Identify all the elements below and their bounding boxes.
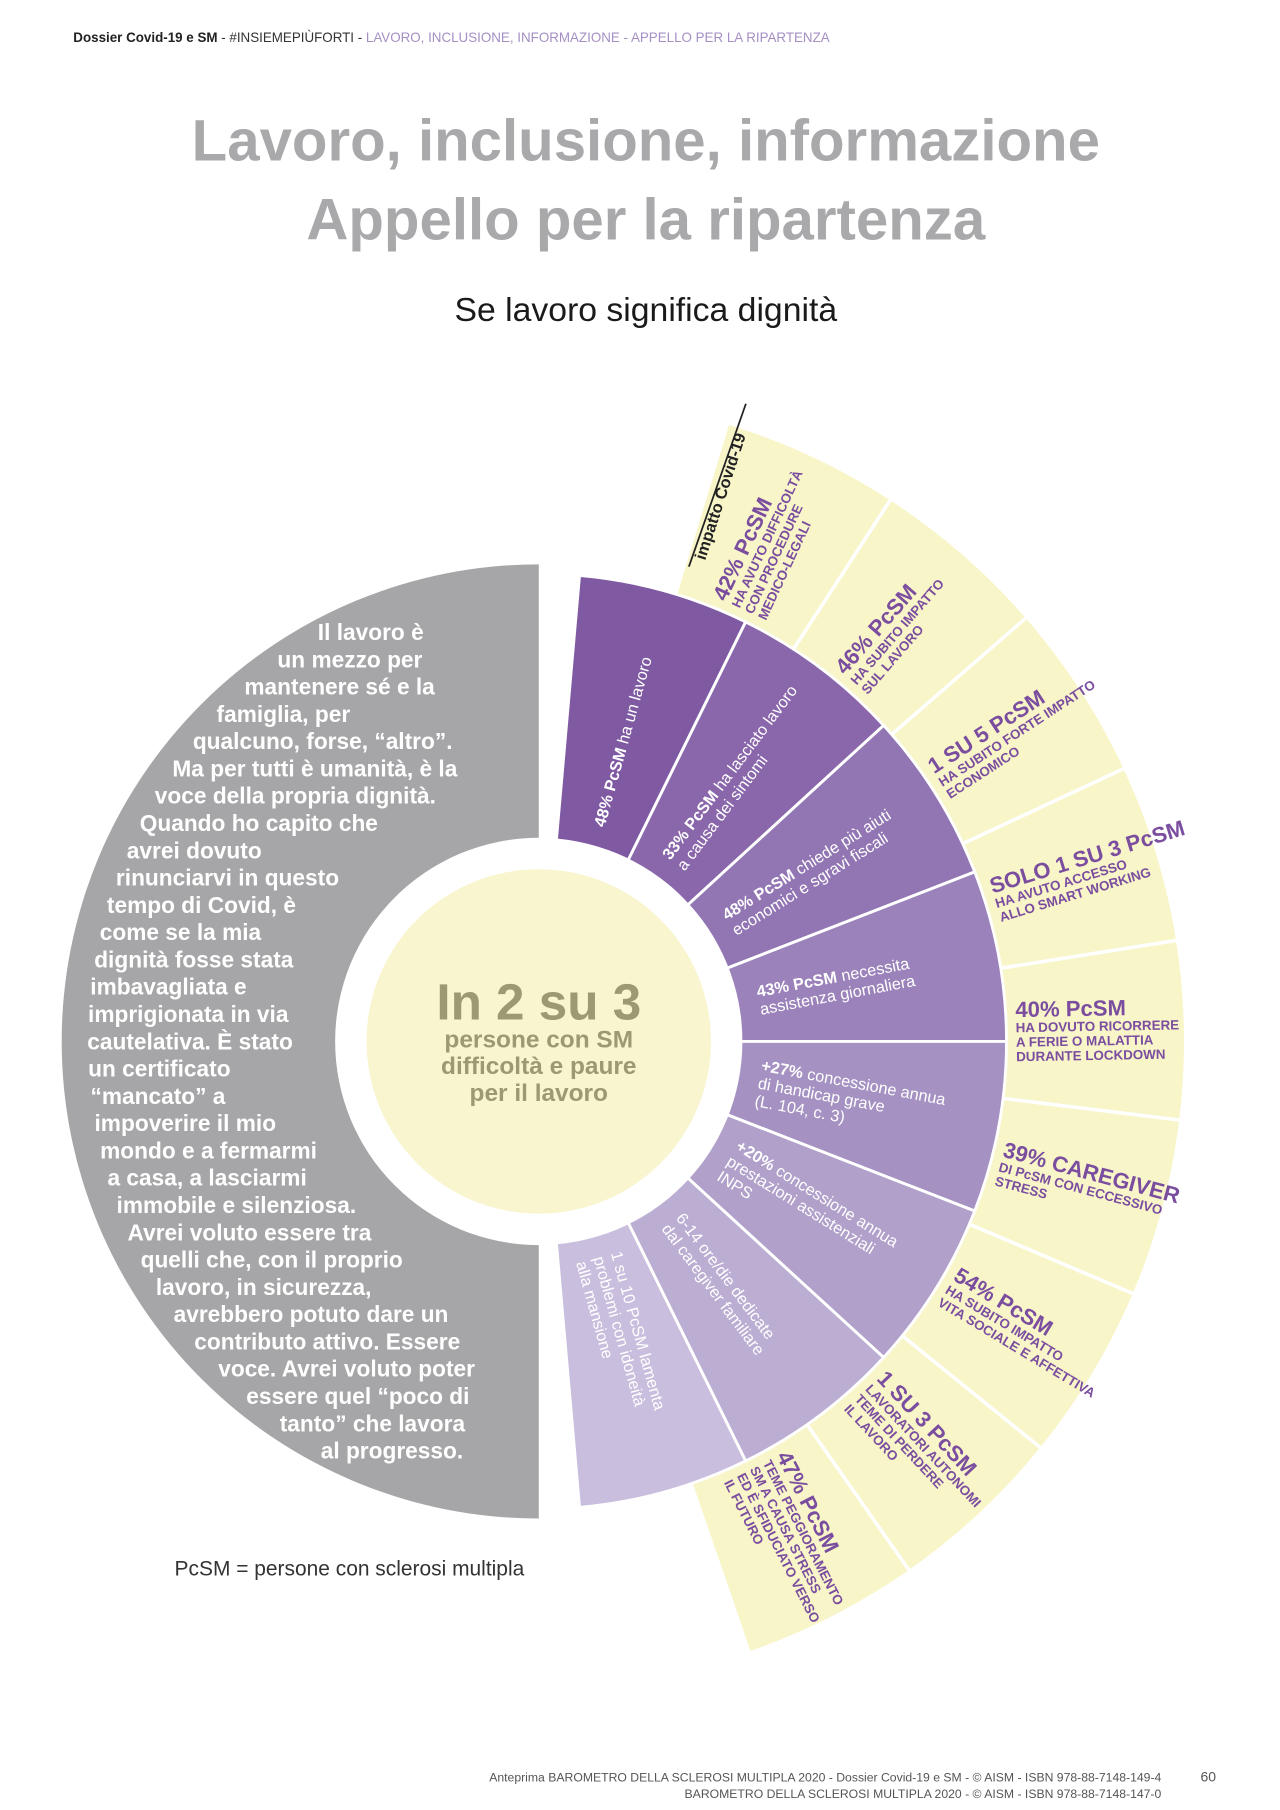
quote-line: impoverire il mio (95, 1110, 277, 1136)
quote-line: voce. Avrei voluto poter (218, 1356, 475, 1382)
quote-line: contributo attivo. Essere (194, 1328, 460, 1354)
quote-line: voce della propria dignità. (155, 783, 436, 809)
footnote: PcSM = persone con sclerosi multipla (175, 1558, 525, 1581)
page-number: 60 (1200, 1768, 1216, 1784)
outer-label-line: HA DOVUTO RICORRERE (1016, 1017, 1180, 1035)
quote-line: tanto” che lavora (280, 1410, 466, 1436)
center-line: difficoltà e paure (441, 1053, 636, 1080)
quote-line: lavoro, in sicurezza, (156, 1274, 372, 1300)
header-tag: - #INSIEMEPIÙFORTI - (218, 30, 366, 45)
impact-line (688, 403, 747, 567)
footer-line: Anteprima BAROMETRO DELLA SCLEROSI MULTI… (489, 1770, 1161, 1784)
quote-line: come se la mia (100, 919, 262, 945)
quote-line: imprigionata in via (88, 1001, 289, 1027)
title-line: Lavoro, inclusione, informazione (192, 109, 1100, 174)
header: Dossier Covid-19 e SM - #INSIEMEPIÙFORTI… (73, 30, 829, 45)
quote-line: tempo di Covid, è (107, 892, 296, 918)
quote-line: dignità fosse stata (94, 946, 294, 972)
quote-half-disk (61, 564, 539, 1519)
center-headline: In 2 su 3 (436, 973, 641, 1030)
quote-line: quelli che, con il proprio (141, 1247, 403, 1273)
outer-label-lead: 40% PcSM (1015, 995, 1126, 1022)
quote-line: avrei dovuto (127, 837, 262, 863)
quote-line: “mancato” a (91, 1083, 226, 1109)
quote-line: imbavagliata e (90, 974, 246, 1000)
quote-line: rinunciarvi in questo (116, 865, 339, 891)
header-doc: Dossier Covid-19 e SM (73, 30, 217, 45)
center-disk (366, 869, 711, 1214)
title-line: Appello per la ripartenza (306, 188, 985, 253)
header-section: LAVORO, INCLUSIONE, INFORMAZIONE - APPEL… (366, 30, 830, 45)
quote-line: cautelativa. È stato (87, 1028, 293, 1054)
footer-line: BAROMETRO DELLA SCLEROSI MULTIPLA 2020 -… (685, 1787, 1162, 1801)
outer-label-line: A FERIE O MALATTIA (1016, 1032, 1154, 1049)
quote-line: Ma per tutti è umanità, è la (172, 755, 457, 781)
quote-line: al progresso. (321, 1438, 463, 1464)
quote-line: Avrei voluto essere tra (128, 1219, 372, 1245)
quote-line: mantenere sé e la (244, 674, 435, 700)
quote-line: a casa, a lasciarmi (107, 1165, 306, 1191)
quote-line: mondo e a fermarmi (100, 1137, 317, 1163)
quote-line: avrebbero potuto dare un (174, 1301, 449, 1327)
quote-line: famiglia, per (217, 701, 351, 727)
quote-line: immobile e silenziosa. (117, 1192, 357, 1218)
quote-line: qualcuno, forse, “altro”. (193, 728, 453, 754)
quote-line: essere quel “poco di (246, 1383, 469, 1409)
outer-label-line: DURANTE LOCKDOWN (1016, 1047, 1166, 1065)
center-line: per il lavoro (470, 1080, 608, 1107)
subtitle: Se lavoro significa dignità (455, 291, 838, 329)
center-line: persone con SM (444, 1026, 633, 1053)
quote-line: Il lavoro è (318, 619, 424, 645)
quote-line: Quando ho capito che (140, 810, 378, 836)
quote-line: un mezzo per (277, 646, 422, 672)
quote-line: un certificato (88, 1056, 230, 1082)
